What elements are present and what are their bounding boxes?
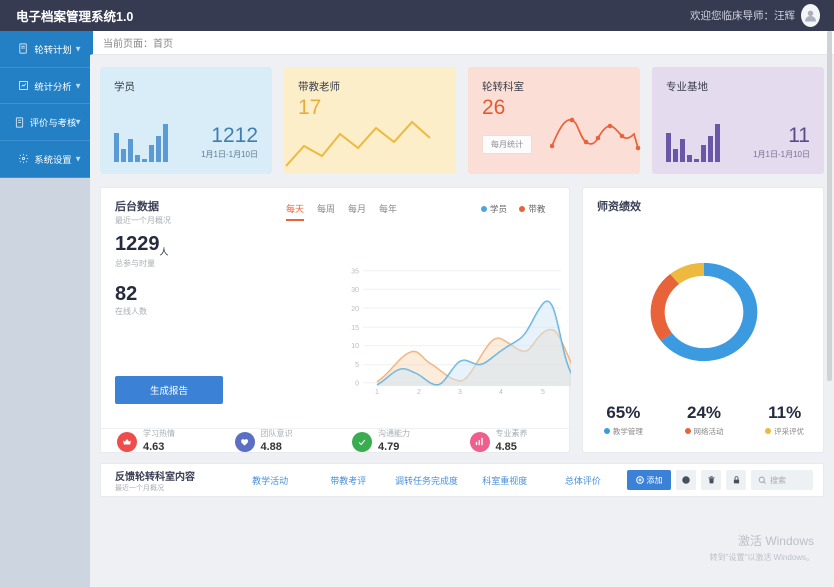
- svg-text:35: 35: [351, 269, 359, 276]
- svg-text:4: 4: [499, 389, 503, 396]
- svg-text:1: 1: [375, 389, 379, 396]
- svg-text:2: 2: [417, 389, 421, 396]
- svg-text:5: 5: [355, 362, 359, 369]
- svg-text:5: 5: [541, 389, 545, 396]
- svg-text:3: 3: [458, 389, 462, 396]
- svg-text:10: 10: [351, 343, 359, 350]
- svg-text:0: 0: [355, 381, 359, 388]
- svg-text:15: 15: [351, 325, 359, 332]
- svg-text:30: 30: [351, 287, 359, 294]
- svg-text:20: 20: [351, 306, 359, 313]
